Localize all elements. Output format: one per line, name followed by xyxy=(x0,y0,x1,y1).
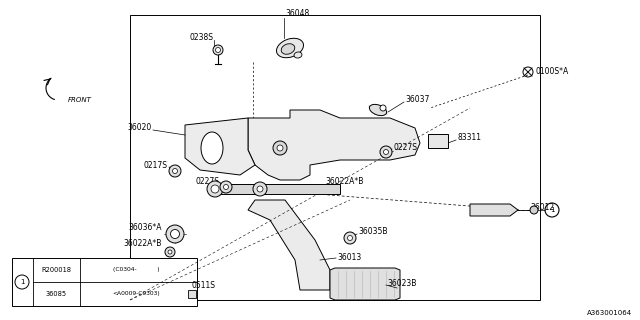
Text: 0238S: 0238S xyxy=(189,34,213,43)
Bar xyxy=(428,134,448,148)
Circle shape xyxy=(220,181,232,193)
Bar xyxy=(188,290,196,298)
Bar xyxy=(12,258,197,306)
Circle shape xyxy=(273,141,287,155)
Text: 0227S: 0227S xyxy=(393,142,417,151)
Circle shape xyxy=(545,203,559,217)
Text: 36023B: 36023B xyxy=(387,278,417,287)
Text: 36020: 36020 xyxy=(128,124,152,132)
Polygon shape xyxy=(248,200,330,290)
Circle shape xyxy=(257,186,263,192)
Text: R200018: R200018 xyxy=(41,267,71,273)
Circle shape xyxy=(223,185,228,189)
Circle shape xyxy=(166,225,184,243)
Circle shape xyxy=(344,232,356,244)
Bar xyxy=(130,15,540,300)
Circle shape xyxy=(216,47,221,52)
Ellipse shape xyxy=(276,38,303,58)
Text: 36012: 36012 xyxy=(530,204,554,212)
Circle shape xyxy=(380,146,392,158)
Circle shape xyxy=(168,250,172,254)
Text: 83311: 83311 xyxy=(457,133,481,142)
Text: 0100S*A: 0100S*A xyxy=(536,68,569,76)
Circle shape xyxy=(383,149,388,155)
Text: 0227S: 0227S xyxy=(195,177,219,186)
Ellipse shape xyxy=(294,52,302,58)
Polygon shape xyxy=(330,268,400,300)
Text: 0511S: 0511S xyxy=(192,281,216,290)
Text: 1: 1 xyxy=(20,279,24,285)
Circle shape xyxy=(211,185,219,193)
Text: 36035B: 36035B xyxy=(358,228,387,236)
Circle shape xyxy=(380,105,386,111)
Text: FRONT: FRONT xyxy=(68,97,92,103)
Circle shape xyxy=(277,145,283,151)
Circle shape xyxy=(165,247,175,257)
Text: A363001064: A363001064 xyxy=(587,310,632,316)
Text: <A0009-C0303): <A0009-C0303) xyxy=(112,292,160,297)
Ellipse shape xyxy=(369,104,387,116)
Circle shape xyxy=(348,236,353,241)
Polygon shape xyxy=(185,118,255,175)
Circle shape xyxy=(253,182,267,196)
Ellipse shape xyxy=(201,132,223,164)
Text: 1: 1 xyxy=(550,207,554,213)
Text: 36037: 36037 xyxy=(405,95,429,105)
Circle shape xyxy=(15,275,29,289)
Circle shape xyxy=(169,165,181,177)
Bar xyxy=(215,184,340,194)
Text: 0217S: 0217S xyxy=(144,161,168,170)
Polygon shape xyxy=(470,204,518,216)
Circle shape xyxy=(173,169,177,173)
Text: (C0304-           ): (C0304- ) xyxy=(113,268,159,273)
Polygon shape xyxy=(248,110,420,180)
Circle shape xyxy=(207,181,223,197)
Circle shape xyxy=(530,206,538,214)
Circle shape xyxy=(170,229,179,238)
Text: 36022A*B: 36022A*B xyxy=(124,238,162,247)
Text: 36022A*B: 36022A*B xyxy=(325,177,364,186)
Text: 36036*A: 36036*A xyxy=(129,223,162,233)
Ellipse shape xyxy=(281,44,295,54)
Text: 36085: 36085 xyxy=(45,291,67,297)
Text: 36013: 36013 xyxy=(337,253,361,262)
Circle shape xyxy=(213,45,223,55)
Text: 36048: 36048 xyxy=(285,9,309,18)
